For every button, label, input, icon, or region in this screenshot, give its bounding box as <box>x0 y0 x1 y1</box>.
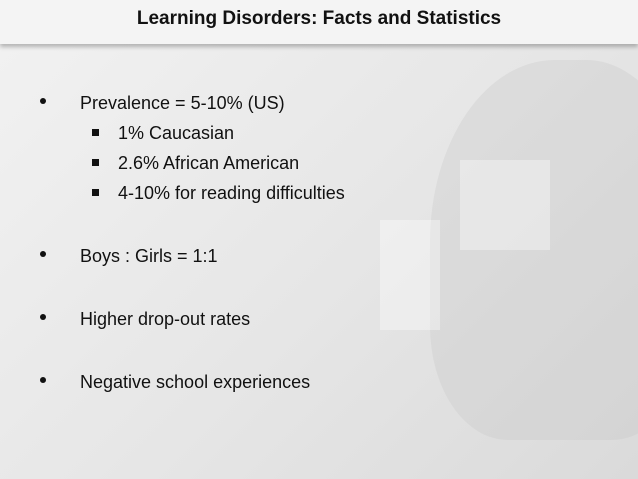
sub-bullet-text: 4-10% for reading difficulties <box>0 178 638 208</box>
bullet-item: Prevalence = 5-10% (US) 1% Caucasian 2.6% … <box>0 88 638 208</box>
bullet-item: Negative school experiences <box>0 367 638 397</box>
bullet-list: Prevalence = 5-10% (US) 1% Caucasian 2.6% … <box>0 88 638 397</box>
bullet-text: Negative school experiences <box>0 367 638 397</box>
background-shape <box>380 220 440 330</box>
background-silhouette <box>430 60 638 440</box>
background-shape <box>460 160 550 250</box>
bullet-item: Boys : Girls = 1:1 <box>0 241 638 271</box>
title-bar <box>0 0 638 44</box>
bullet-text: Boys : Girls = 1:1 <box>0 241 638 271</box>
slide-title: Learning Disorders: Facts and Statistics <box>136 8 502 29</box>
bullet-item: Higher drop-out rates <box>0 304 638 334</box>
sub-bullet-text: 1% Caucasian <box>0 118 638 148</box>
bullet-text: Higher drop-out rates <box>0 304 638 334</box>
sub-bullet-text: 2.6% African American <box>0 148 638 178</box>
bullet-text: Prevalence = 5-10% (US) <box>0 88 638 118</box>
